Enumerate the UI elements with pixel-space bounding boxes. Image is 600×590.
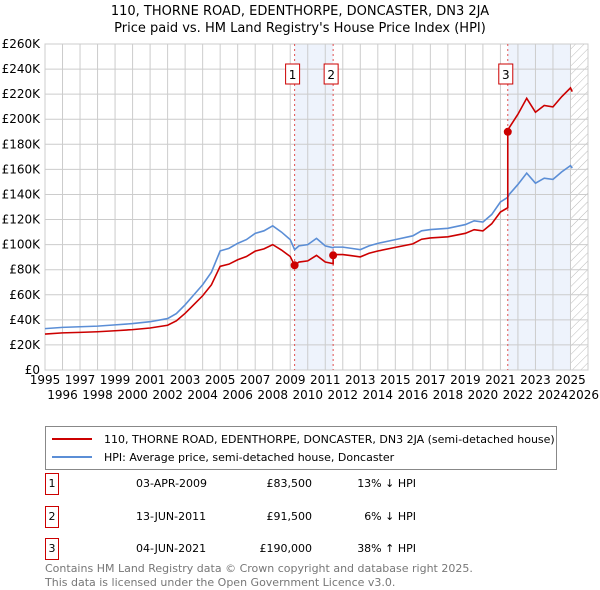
y-tick-label: £200K xyxy=(2,112,42,126)
property-price-line xyxy=(44,86,573,335)
x-tick-label: 1996 xyxy=(47,388,78,402)
sale-price: £91,500 xyxy=(266,510,313,523)
y-tick-label: £40K xyxy=(9,313,41,327)
y-tick-label: £240K xyxy=(2,62,42,76)
x-tick-label: 1995 xyxy=(30,373,61,387)
shaded-period xyxy=(294,44,334,370)
plot-border xyxy=(44,43,589,371)
y-tick-label: £0 xyxy=(25,363,40,377)
sale-marker-badge: 3 xyxy=(45,538,59,560)
sale-hpi-diff: 6% ↓ HPI xyxy=(364,510,416,523)
x-tick-label: 2010 xyxy=(292,388,323,402)
footer-licence: This data is licensed under the Open Gov… xyxy=(45,576,396,589)
x-tick-label: 1997 xyxy=(65,373,96,387)
x-tick-label: 2016 xyxy=(398,388,429,402)
price-chart: 1995199619971998199920002001200220032004… xyxy=(2,37,599,402)
legend: 110, THORNE ROAD, EDENTHORPE, DONCASTER,… xyxy=(45,426,557,470)
sale-point xyxy=(503,127,512,136)
footer-copyright: Contains HM Land Registry data © Crown c… xyxy=(45,562,473,575)
x-tick-label: 2025 xyxy=(555,373,586,387)
x-tick-label: 2009 xyxy=(275,373,306,387)
legend-label: 110, THORNE ROAD, EDENTHORPE, DONCASTER,… xyxy=(104,432,555,446)
y-tick-label: £180K xyxy=(2,137,42,151)
x-tick-label: 2021 xyxy=(485,373,516,387)
legend-label: HPI: Average price, semi-detached house,… xyxy=(104,450,395,464)
x-tick-label: 2006 xyxy=(222,388,253,402)
sale-row: 2 13-JUN-2011 £91,500 6% ↓ HPI xyxy=(45,506,425,528)
sale-date: 13-JUN-2011 xyxy=(136,510,207,523)
sale-price: £83,500 xyxy=(266,477,313,490)
legend-item-hpi: HPI: Average price, semi-detached house,… xyxy=(46,448,394,466)
y-tick-label: £160K xyxy=(2,162,42,176)
x-tick-label: 2007 xyxy=(240,373,271,387)
x-tick-label: 2023 xyxy=(520,373,551,387)
y-tick-label: £100K xyxy=(2,238,42,252)
x-tick-label: 1999 xyxy=(100,373,131,387)
sale-point xyxy=(290,261,299,270)
forecast-hatch xyxy=(570,44,588,370)
sale-marker-box xyxy=(498,63,514,85)
x-tick-label: 2013 xyxy=(345,373,376,387)
sale-date: 04-JUN-2021 xyxy=(136,542,207,555)
x-tick-label: 2011 xyxy=(310,373,341,387)
sale-marker-badge: 2 xyxy=(45,506,59,528)
x-tick-label: 2015 xyxy=(380,373,411,387)
x-tick-label: 2018 xyxy=(433,388,464,402)
x-tick-label: 2008 xyxy=(257,388,288,402)
sale-point xyxy=(329,251,338,260)
x-tick-label: 2002 xyxy=(152,388,183,402)
x-tick-label: 2004 xyxy=(187,388,218,402)
x-tick-label: 2017 xyxy=(415,373,446,387)
y-tick-label: £140K xyxy=(2,187,42,201)
legend-swatch-red xyxy=(52,438,92,440)
y-tick-label: £260K xyxy=(2,37,42,51)
x-tick-label: 1998 xyxy=(82,388,113,402)
sale-hpi-diff: 13% ↓ HPI xyxy=(357,477,416,490)
chart-title: 110, THORNE ROAD, EDENTHORPE, DONCASTER,… xyxy=(110,4,490,19)
x-tick-label: 2014 xyxy=(363,388,394,402)
x-tick-label: 2005 xyxy=(205,373,236,387)
y-tick-label: £120K xyxy=(2,213,42,227)
x-tick-label: 2012 xyxy=(328,388,359,402)
sale-price: £190,000 xyxy=(259,542,313,555)
sale-marker-label: 1 xyxy=(289,68,297,82)
sale-hpi-diff: 38% ↑ HPI xyxy=(357,542,416,555)
y-tick-label: £20K xyxy=(9,338,41,352)
legend-swatch-blue xyxy=(52,456,92,458)
sale-marker-label: 3 xyxy=(502,68,510,82)
sale-marker-badge: 1 xyxy=(45,473,59,495)
x-tick-label: 2000 xyxy=(117,388,148,402)
sale-marker-box xyxy=(323,63,339,85)
x-tick-label: 2024 xyxy=(538,388,569,402)
sale-row: 1 03-APR-2009 £83,500 13% ↓ HPI xyxy=(45,473,425,495)
x-tick-label: 2001 xyxy=(135,373,166,387)
x-tick-label: 2019 xyxy=(450,373,481,387)
sale-marker-label: 2 xyxy=(327,68,335,82)
sale-row: 3 04-JUN-2021 £190,000 38% ↑ HPI xyxy=(45,538,425,560)
sale-date: 03-APR-2009 xyxy=(136,477,208,490)
y-tick-label: £60K xyxy=(9,288,41,302)
y-tick-label: £80K xyxy=(9,263,41,277)
x-tick-label: 2026 xyxy=(568,388,599,402)
shaded-period xyxy=(507,44,571,370)
x-tick-label: 2003 xyxy=(170,373,201,387)
sale-marker-box xyxy=(285,63,301,85)
x-tick-label: 2022 xyxy=(503,388,534,402)
y-tick-label: £220K xyxy=(2,87,42,101)
chart-subtitle: Price paid vs. HM Land Registry's House … xyxy=(114,21,486,36)
x-tick-label: 2020 xyxy=(468,388,499,402)
legend-item-property: 110, THORNE ROAD, EDENTHORPE, DONCASTER,… xyxy=(46,430,555,448)
